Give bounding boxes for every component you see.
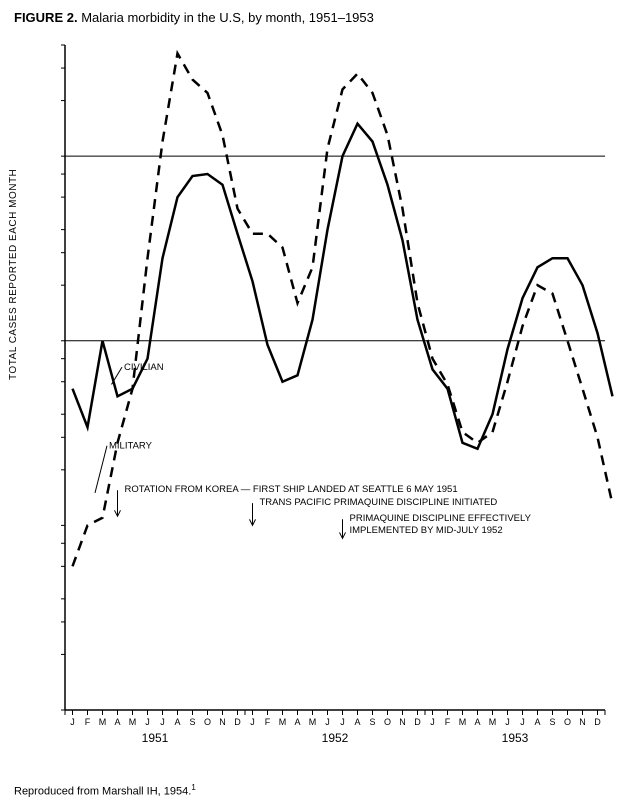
svg-text:1953: 1953 bbox=[502, 731, 529, 745]
svg-text:F: F bbox=[85, 717, 91, 727]
svg-text:M: M bbox=[459, 717, 467, 727]
figure-label: FIGURE 2. bbox=[14, 10, 78, 25]
svg-text:M: M bbox=[309, 717, 317, 727]
svg-text:A: A bbox=[174, 717, 180, 727]
svg-text:A: A bbox=[354, 717, 360, 727]
svg-text:J: J bbox=[145, 717, 150, 727]
svg-text:D: D bbox=[234, 717, 241, 727]
chart-svg: 1234681020304060801002003004006008001000… bbox=[60, 40, 615, 750]
citation-sup: 1 bbox=[191, 783, 195, 792]
svg-text:D: D bbox=[594, 717, 601, 727]
svg-text:N: N bbox=[579, 717, 586, 727]
svg-text:S: S bbox=[369, 717, 375, 727]
svg-text:M: M bbox=[489, 717, 497, 727]
svg-text:J: J bbox=[325, 717, 330, 727]
svg-text:J: J bbox=[430, 717, 435, 727]
svg-text:J: J bbox=[70, 717, 75, 727]
svg-text:N: N bbox=[219, 717, 226, 727]
svg-text:M: M bbox=[279, 717, 287, 727]
svg-text:1952: 1952 bbox=[322, 731, 349, 745]
svg-text:A: A bbox=[534, 717, 540, 727]
svg-text:MILITARY: MILITARY bbox=[109, 441, 153, 452]
svg-text:PRIMAQUINE DISCIPLINE EFFECTIV: PRIMAQUINE DISCIPLINE EFFECTIVELY bbox=[350, 513, 532, 524]
svg-text:1951: 1951 bbox=[142, 731, 169, 745]
svg-text:F: F bbox=[265, 717, 271, 727]
svg-text:TRANS PACIFIC PRIMAQUINE DISCI: TRANS PACIFIC PRIMAQUINE DISCIPLINE INIT… bbox=[260, 497, 498, 508]
svg-text:A: A bbox=[114, 717, 120, 727]
figure-title-text: Malaria morbidity in the U.S, by month, … bbox=[81, 10, 374, 25]
svg-text:O: O bbox=[564, 717, 571, 727]
citation-text: Reproduced from Marshall IH, 1954. bbox=[14, 786, 191, 798]
svg-text:ROTATION FROM KOREA — FIRST SH: ROTATION FROM KOREA — FIRST SHIP LANDED … bbox=[125, 484, 458, 495]
svg-text:J: J bbox=[160, 717, 165, 727]
figure-title: FIGURE 2. Malaria morbidity in the U.S, … bbox=[14, 10, 374, 25]
svg-text:F: F bbox=[445, 717, 451, 727]
svg-text:M: M bbox=[129, 717, 137, 727]
svg-text:J: J bbox=[505, 717, 510, 727]
y-axis-label: TOTAL CASES REPORTED EACH MONTH bbox=[8, 169, 19, 380]
citation: Reproduced from Marshall IH, 1954.1 bbox=[14, 783, 196, 798]
svg-text:CIVILIAN: CIVILIAN bbox=[124, 362, 164, 373]
chart-area: 1234681020304060801002003004006008001000… bbox=[60, 40, 615, 750]
svg-text:M: M bbox=[99, 717, 107, 727]
svg-text:J: J bbox=[250, 717, 255, 727]
svg-text:O: O bbox=[204, 717, 211, 727]
svg-text:N: N bbox=[399, 717, 406, 727]
svg-text:A: A bbox=[294, 717, 300, 727]
svg-text:A: A bbox=[474, 717, 480, 727]
svg-text:S: S bbox=[549, 717, 555, 727]
svg-text:O: O bbox=[384, 717, 391, 727]
svg-text:J: J bbox=[340, 717, 345, 727]
svg-text:IMPLEMENTED BY MID-JULY 1952: IMPLEMENTED BY MID-JULY 1952 bbox=[350, 525, 503, 536]
series-line bbox=[73, 124, 613, 449]
svg-text:J: J bbox=[520, 717, 525, 727]
svg-text:D: D bbox=[414, 717, 421, 727]
svg-text:S: S bbox=[189, 717, 195, 727]
